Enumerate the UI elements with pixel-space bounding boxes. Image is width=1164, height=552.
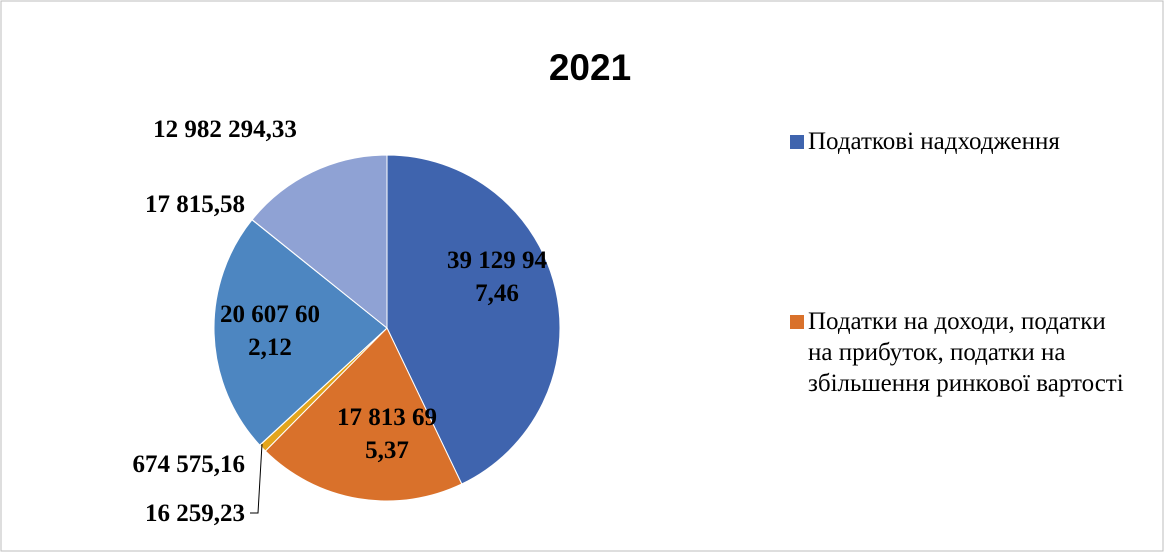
legend-swatch	[790, 135, 804, 149]
data-label: 16 259,23	[145, 500, 245, 527]
pie-slice	[264, 327, 463, 502]
legend-label: Податкові надходження	[808, 128, 1060, 155]
data-label: 17 815,58	[145, 191, 245, 218]
data-label: 674 575,16	[133, 451, 246, 478]
legend-item: Податкові надходження	[790, 126, 1130, 157]
leader-line	[250, 443, 263, 514]
chart-title: 2021	[549, 47, 631, 88]
legend-item: Податки на доходи, податки на прибуток, …	[790, 306, 1130, 399]
legend-swatch	[790, 315, 804, 329]
data-label: 17 813 69 5,37	[337, 404, 437, 464]
pie-slice	[251, 154, 388, 330]
pie-slice	[213, 219, 388, 446]
data-label: 12 982 294,33	[153, 116, 297, 143]
data-label: 39 129 94 7,46	[447, 247, 548, 307]
legend-label: Податки на доходи, податки на прибуток, …	[808, 308, 1124, 397]
pie-slice	[386, 154, 561, 485]
data-label: 20 607 60 2,12	[220, 301, 320, 361]
